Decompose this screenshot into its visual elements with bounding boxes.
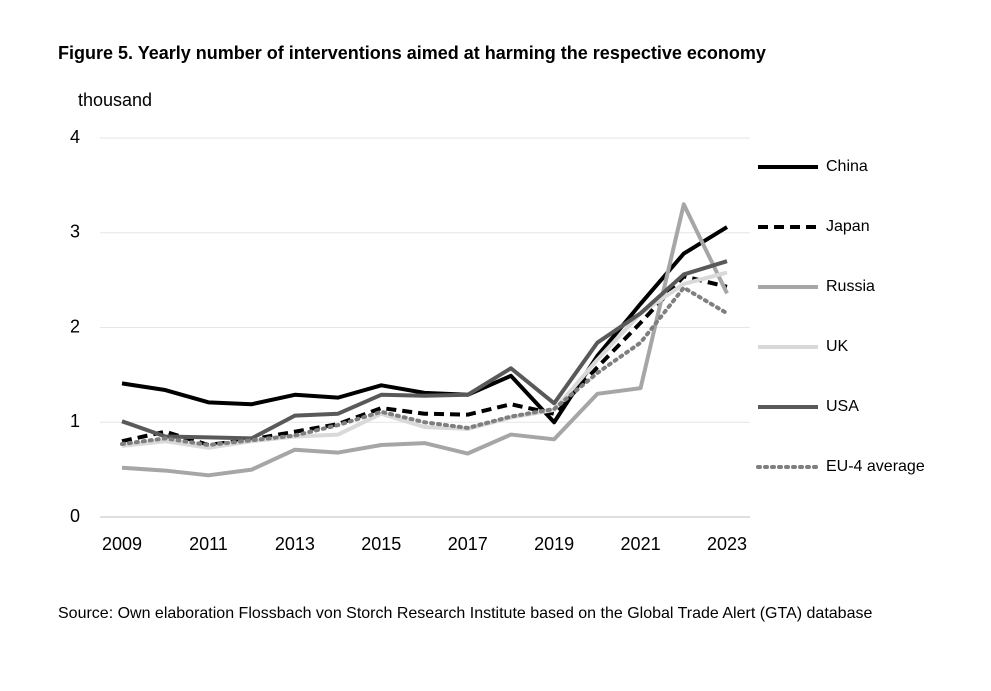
legend-label: Japan [826,218,870,235]
x-tick-label: 2021 [621,534,661,554]
y-tick-label: 3 [70,222,80,242]
legend-label: UK [826,338,849,355]
series-line [120,285,729,447]
x-tick-label: 2017 [448,534,488,554]
legend-label: China [826,158,868,175]
x-tick-label: 2011 [189,534,228,554]
series-line [121,202,729,478]
series-line [121,259,728,441]
series-line [121,270,728,450]
source-note: Source: Own elaboration Flossbach von St… [58,605,872,622]
x-tick-label: 2019 [534,534,574,554]
legend-label: EU-4 average [826,458,925,475]
legend-label: USA [826,398,859,415]
chart-title: Figure 5. Yearly number of interventions… [58,43,766,63]
legend-label: Russia [826,278,875,295]
y-axis-label: thousand [78,90,152,110]
x-tick-label: 2009 [102,534,142,554]
y-tick-label: 1 [70,411,80,431]
y-tick-label: 2 [70,316,80,336]
y-tick-label: 0 [70,506,80,526]
y-tick-label: 4 [70,127,80,147]
x-tick-label: 2023 [707,534,747,554]
x-tick-label: 2013 [275,534,315,554]
x-tick-label: 2015 [361,534,401,554]
